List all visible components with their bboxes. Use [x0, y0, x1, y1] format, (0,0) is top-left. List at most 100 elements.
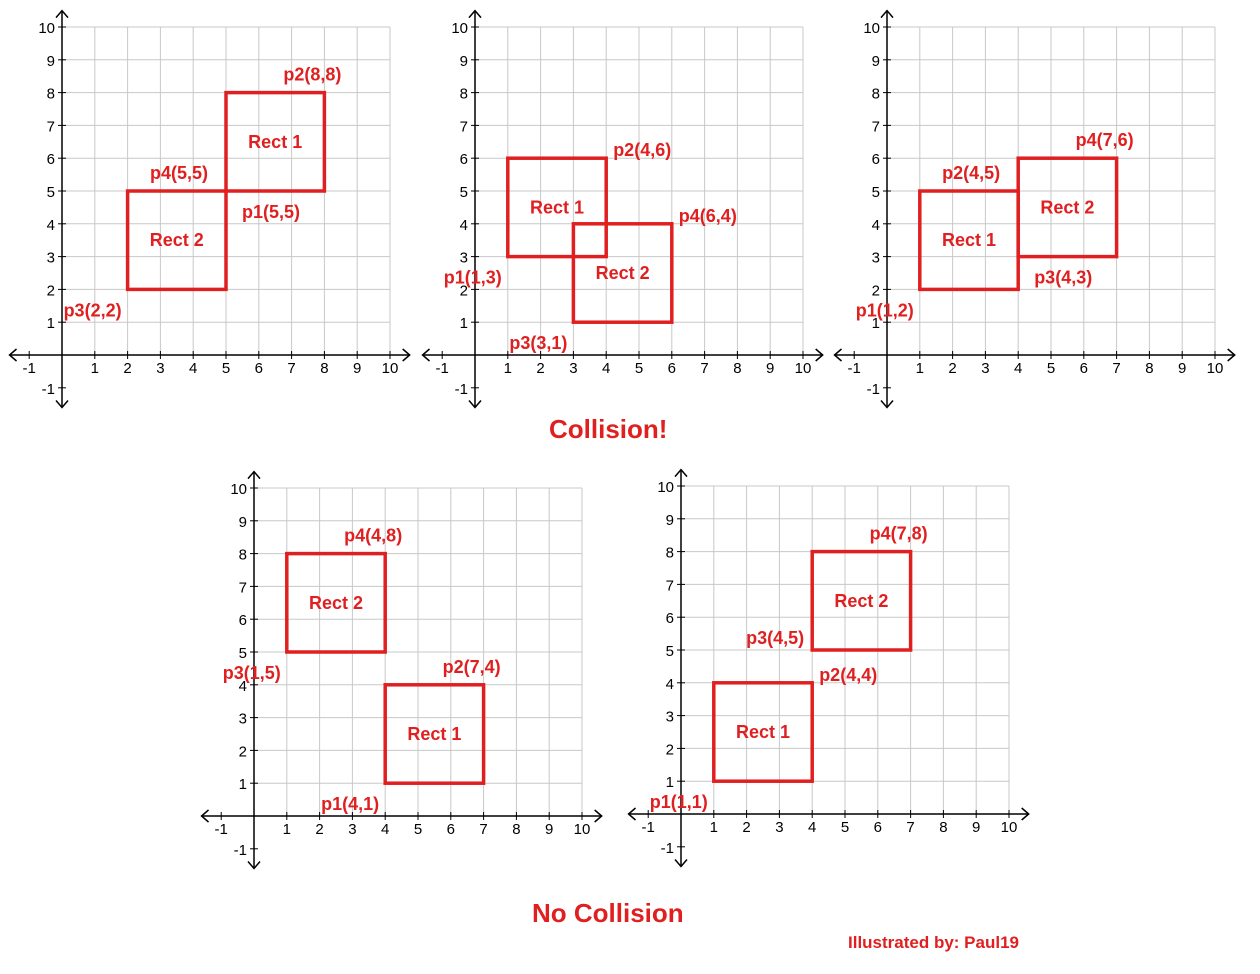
y-tick-label: 8 — [460, 86, 468, 103]
y-tick-label: 4 — [460, 217, 468, 234]
rectangle-label: Rect 2 — [596, 263, 650, 283]
x-tick-label: 6 — [447, 821, 455, 838]
x-tick-label: 8 — [1145, 360, 1153, 377]
x-tick-label: -1 — [642, 819, 655, 836]
y-tick-label: 9 — [666, 512, 674, 529]
x-tick-label: 1 — [504, 360, 512, 377]
y-tick-label: 6 — [239, 612, 247, 629]
y-tick-label: 2 — [239, 743, 247, 760]
y-tick-label: 3 — [239, 711, 247, 728]
x-tick-label: 6 — [1080, 360, 1088, 377]
y-tick-label: 9 — [460, 53, 468, 70]
x-tick-label: 2 — [123, 360, 131, 377]
x-tick-label: 3 — [981, 360, 989, 377]
y-tick-label: 10 — [451, 20, 468, 37]
point-label: p2(4,4) — [819, 665, 877, 685]
y-axis-arrow-down — [880, 399, 894, 409]
rectangle-label: Rect 2 — [834, 591, 888, 611]
x-axis-arrow-right — [1021, 807, 1030, 821]
x-tick-label: 7 — [479, 821, 487, 838]
y-tick-label: -1 — [42, 381, 55, 398]
rectangle-label: Rect 1 — [736, 722, 790, 742]
point-label: p3(3,1) — [509, 333, 567, 353]
y-tick-label: -1 — [661, 840, 674, 857]
point-label: p3(2,2) — [64, 300, 122, 320]
y-tick-label: 6 — [47, 151, 55, 168]
x-tick-label: 8 — [733, 360, 741, 377]
x-tick-label: 4 — [1014, 360, 1022, 377]
x-tick-label: 10 — [382, 360, 399, 377]
x-tick-label: 6 — [874, 819, 882, 836]
y-tick-label: 6 — [872, 151, 880, 168]
rectangle-1 — [810, 549, 913, 652]
y-tick-label: 7 — [47, 118, 55, 135]
x-tick-label: 2 — [948, 360, 956, 377]
point-label: p1(4,1) — [321, 794, 379, 814]
x-tick-label: 9 — [766, 360, 774, 377]
y-tick-label: 9 — [872, 53, 880, 70]
y-tick-label: 4 — [872, 217, 880, 234]
y-tick-label: 4 — [239, 678, 247, 695]
x-tick-label: 9 — [545, 821, 553, 838]
point-label: p4(7,6) — [1076, 130, 1134, 150]
rectangle-2 — [1016, 156, 1119, 259]
point-label: p2(7,4) — [443, 657, 501, 677]
x-tick-label: 10 — [574, 821, 591, 838]
x-tick-label: 9 — [972, 819, 980, 836]
x-tick-label: 1 — [283, 821, 291, 838]
rectangle-2 — [125, 189, 228, 292]
x-tick-label: 2 — [315, 821, 323, 838]
collision-caption: Collision! — [549, 414, 668, 444]
y-tick-label: 1 — [47, 315, 55, 332]
y-tick-label: 8 — [666, 545, 674, 562]
y-tick-label: 2 — [460, 282, 468, 299]
rectangle-label: Rect 2 — [150, 230, 204, 250]
x-tick-label: 5 — [414, 821, 422, 838]
x-tick-label: 8 — [320, 360, 328, 377]
x-tick-label: 1 — [91, 360, 99, 377]
y-tick-label: 2 — [872, 282, 880, 299]
y-tick-label: 8 — [239, 547, 247, 564]
y-tick-label: 7 — [666, 577, 674, 594]
y-tick-label: -1 — [234, 842, 247, 859]
x-tick-label: 1 — [916, 360, 924, 377]
x-tick-label: 4 — [602, 360, 610, 377]
y-tick-label: 3 — [666, 709, 674, 726]
x-axis-arrow-left — [421, 348, 431, 362]
x-tick-label: 7 — [906, 819, 914, 836]
y-tick-label: 10 — [38, 20, 55, 37]
x-tick-label: 7 — [700, 360, 708, 377]
point-label: p2(4,6) — [613, 140, 671, 160]
x-axis-arrow-left — [627, 807, 637, 821]
x-tick-label: 3 — [775, 819, 783, 836]
y-axis-arrow-up — [468, 9, 482, 19]
rectangle-label: Rect 1 — [407, 724, 461, 744]
y-tick-label: 1 — [460, 315, 468, 332]
y-tick-label: -1 — [867, 381, 880, 398]
point-label: p1(1,1) — [650, 792, 708, 812]
x-tick-label: 5 — [222, 360, 230, 377]
panel-5: -1 1 2 3 4 5 6 7 8 9 10 10 9 8 7 6 5 4 3 2 1 -1 Rect 2 Rect 1 p4… — [627, 468, 1030, 868]
x-tick-label: 2 — [742, 819, 750, 836]
rectangle-label: Rect 1 — [942, 230, 996, 250]
x-tick-label: 3 — [569, 360, 577, 377]
y-tick-label: 2 — [666, 741, 674, 758]
y-tick-label: 4 — [47, 217, 55, 234]
y-axis-arrow-up — [674, 468, 688, 478]
point-label: p4(6,4) — [679, 206, 737, 226]
x-tick-label: 10 — [1001, 819, 1018, 836]
x-tick-label: 8 — [939, 819, 947, 836]
x-axis-arrow-right — [402, 348, 411, 362]
x-tick-label: 9 — [1178, 360, 1186, 377]
x-tick-label: 5 — [841, 819, 849, 836]
x-axis-arrow-left — [8, 348, 18, 362]
x-tick-label: 5 — [635, 360, 643, 377]
rectangle-2 — [383, 683, 486, 785]
credit-caption: Illustrated by: Paul19 — [848, 933, 1019, 952]
point-label: p4(4,8) — [344, 526, 402, 546]
y-tick-label: 10 — [863, 20, 880, 37]
x-tick-label: 3 — [156, 360, 164, 377]
point-label: p1(1,2) — [856, 300, 914, 320]
x-axis-arrow-right — [594, 809, 603, 823]
panel-4: -1 1 2 3 4 5 6 7 8 9 10 10 9 8 7 6 5 4 3 2 1 -1 Rect 2 Rect 1 p4… — [200, 470, 603, 870]
